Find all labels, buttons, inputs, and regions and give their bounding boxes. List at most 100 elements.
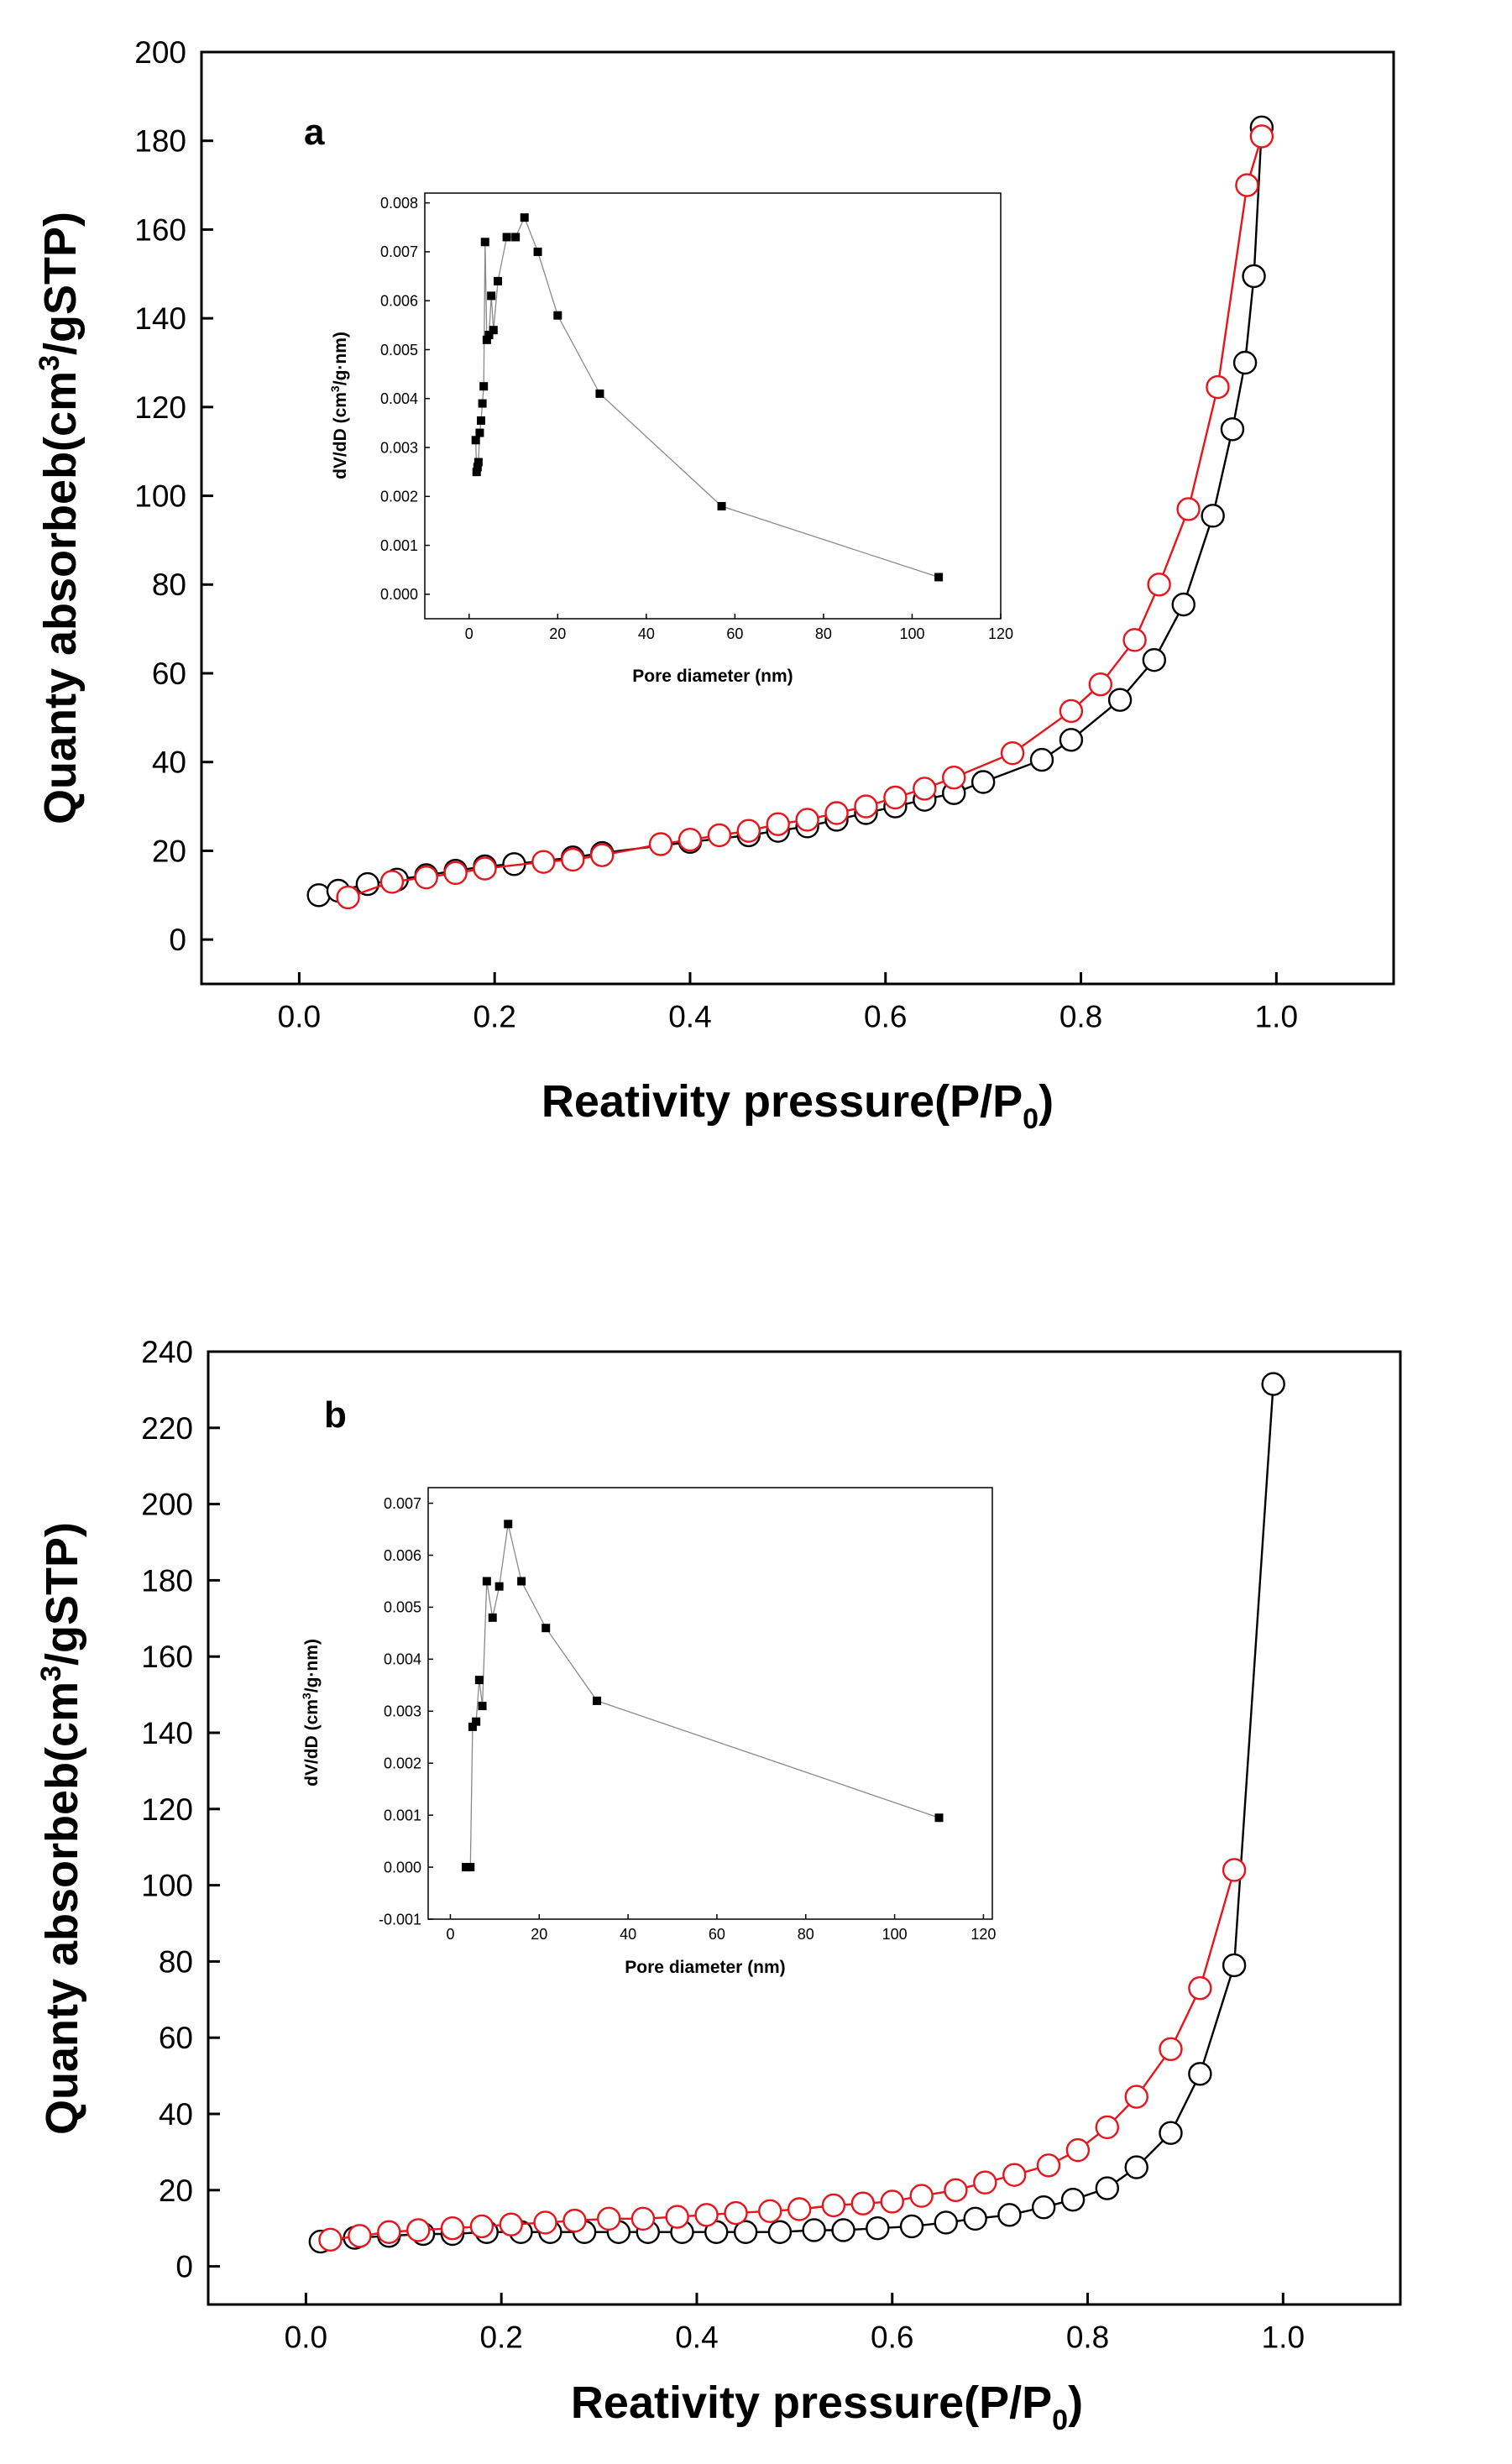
panel-a-inset-point xyxy=(480,238,489,247)
panel-b-inset-point xyxy=(504,1520,513,1529)
panel-a-y-tick-label: 160 xyxy=(134,212,186,247)
panel-a-inset-y-tick-label: 0.007 xyxy=(380,243,418,260)
panel-b-inset-y-tick-label: 0.003 xyxy=(384,1703,421,1720)
panel-a-inset-point xyxy=(473,463,482,472)
panel-a-adsorption-point xyxy=(1059,728,1084,752)
panel-b-inset-y-tick-label: 0.002 xyxy=(384,1755,421,1772)
panel-a-inset-y-tick-label: 0.000 xyxy=(380,586,418,603)
panel-b-desorption-point xyxy=(1188,1975,1212,2001)
panel-b-y-tick-label: 120 xyxy=(141,1792,193,1827)
panel-b-y-tick-label: 200 xyxy=(141,1488,193,1522)
panel-b-adsorption-point xyxy=(934,2210,958,2235)
panel-b-desorption-point xyxy=(1036,2153,1061,2178)
panel-b-inset-point xyxy=(593,1696,602,1705)
panel-a-desorption-point xyxy=(883,785,908,810)
panel-a-x-tick-label: 1.0 xyxy=(1255,999,1298,1033)
panel-a-x-tick-label: 0.6 xyxy=(864,999,907,1033)
panel-b-inset-x-tick-label: 80 xyxy=(798,1926,814,1943)
panel-b-inset-x-tick-label: 100 xyxy=(882,1926,908,1943)
panel-a-inset-y-tick-label: 0.004 xyxy=(380,390,418,407)
panel-a-inset-point xyxy=(487,291,496,301)
panel-b-series xyxy=(308,1372,1285,2254)
panel-a-inset-point xyxy=(533,247,542,256)
panel-b-inset-y-tick-label: 0.007 xyxy=(384,1495,421,1512)
panel-b-inset-x-tick-label: 120 xyxy=(971,1926,996,1943)
panel-b-y-tick-label: 60 xyxy=(159,2021,193,2055)
panel-b-adsorption-point xyxy=(1261,1372,1285,1396)
panel-a-desorption-point xyxy=(1088,672,1113,697)
panel-b-y-tick-label: 0 xyxy=(175,2250,193,2284)
panel-a-adsorption-point xyxy=(1232,350,1258,375)
panel-b-adsorption-point xyxy=(1095,2176,1120,2200)
panel-b-adsorption-point xyxy=(767,2220,793,2244)
panel-a-desorption-point xyxy=(913,777,937,801)
panel-b-x-tick-label: 0.0 xyxy=(285,2320,327,2354)
panel-b-inset-y-tick-label: 0.005 xyxy=(384,1599,421,1616)
panel-b-desorption-point xyxy=(597,2206,621,2231)
panel-a-inset-line xyxy=(475,216,939,578)
panel-a-x-ticks: 0.0 0.2 0.4 0.6 0.8 1.0 xyxy=(278,972,1298,1033)
panel-a-inset-point xyxy=(934,573,944,582)
panel-a-adsorption-point xyxy=(1171,592,1195,617)
panel-a-inset-y-tick-label: 0.005 xyxy=(380,342,418,358)
panel-a-inset-x-tick-label: 20 xyxy=(549,625,566,642)
panel-b-desorption-point xyxy=(1002,2163,1027,2187)
panel-a-inset-point xyxy=(502,233,511,242)
panel-b-inset-x-tick-label: 40 xyxy=(620,1926,636,1943)
panel-a-inset-x-tick-label: 40 xyxy=(638,625,655,642)
panel-a-adsorption-point xyxy=(355,871,380,897)
panel-a-x-axis-title: Reativity pressure(P/P0) xyxy=(541,1076,1054,1135)
panel-b-desorption-point xyxy=(758,2199,782,2223)
panel-a-adsorption-point xyxy=(1029,747,1054,772)
panel-a-adsorption-point xyxy=(1142,647,1167,672)
panel-a-adsorption-point xyxy=(1201,504,1225,528)
panel-b-y-tick-label: 20 xyxy=(159,2174,193,2208)
panel-a-desorption-point xyxy=(336,885,360,910)
panel-a-y-tick-label: 0 xyxy=(169,923,186,957)
panel-a-desorption-point xyxy=(1059,698,1084,724)
panel-a-y-tick-label: 200 xyxy=(134,35,186,70)
panel-b-inset-point xyxy=(934,1813,944,1823)
panel-a-desorption-point xyxy=(678,828,703,852)
panel-b-y-ticks: 0 20 40 60 80 100 120 140 160 180 200 220 240 xyxy=(141,1335,220,2284)
panel-b-inset-point xyxy=(517,1577,526,1586)
panel-a-inset-x-tick-label: 0 xyxy=(465,625,473,642)
panel-b-inset-x-axis-title: Pore diameter (nm) xyxy=(625,1958,785,1977)
panel-a-inset-y-tick-label: 0.001 xyxy=(380,537,418,554)
panel-b-desorption-point xyxy=(469,2214,494,2239)
panel-b-x-tick-label: 0.6 xyxy=(871,2320,913,2354)
panel-a-inset-point xyxy=(511,233,521,242)
panel-b-adsorption-point xyxy=(802,2218,826,2242)
panel-a-inset-x-tick-label: 100 xyxy=(899,625,924,642)
panel-b-y-tick-label: 100 xyxy=(141,1869,193,1903)
panel-a-desorption-point xyxy=(824,801,849,825)
panel-b-desorption-point xyxy=(499,2212,524,2236)
panel-b-inset-point xyxy=(472,1717,481,1726)
panel-a-adsorption-point xyxy=(1107,688,1133,712)
panel-b-desorption-point xyxy=(630,2206,656,2231)
panel-b-inset-y-tick-label: 0.006 xyxy=(384,1547,421,1564)
panel-b-desorption-point xyxy=(694,2203,719,2227)
panel-a-adsorption-point xyxy=(1242,264,1266,289)
panel-a-desorption-point xyxy=(1206,374,1230,400)
panel-b-x-ticks: 0.0 0.2 0.4 0.6 0.8 1.0 xyxy=(285,2293,1305,2354)
panel-a-y-tick-label: 60 xyxy=(152,657,186,691)
panel-b-x-tick-label: 1.0 xyxy=(1262,2320,1305,2354)
panel-b-desorption-point xyxy=(1159,2037,1183,2062)
panel-a-desorption-point xyxy=(1122,628,1147,652)
panel-b-desorption-point xyxy=(377,2220,401,2244)
panel-a-inset-x-tick-label: 120 xyxy=(988,625,1013,642)
panel-b-desorption-point xyxy=(821,2193,846,2218)
panel-a-inset-point xyxy=(553,311,562,320)
panel-b-inset-x-tick-label: 0 xyxy=(446,1926,454,1943)
panel-b-adsorption-point xyxy=(866,2216,890,2241)
panel-b-inset-point xyxy=(461,1863,470,1872)
panel-b-inset-y-axis-title: dV/dD (cm3/g·nm) xyxy=(300,1639,322,1787)
panel-b-inset-y-tick-label: 0.004 xyxy=(384,1651,421,1668)
panel-a-y-ticks: 0 20 40 60 80 100 120 140 160 180 200 xyxy=(134,35,213,957)
panel-b-inset-x-tick-label: 20 xyxy=(531,1926,547,1943)
panel-a-inset-point xyxy=(471,436,480,445)
panel-b-adsorption-point xyxy=(831,2218,855,2242)
